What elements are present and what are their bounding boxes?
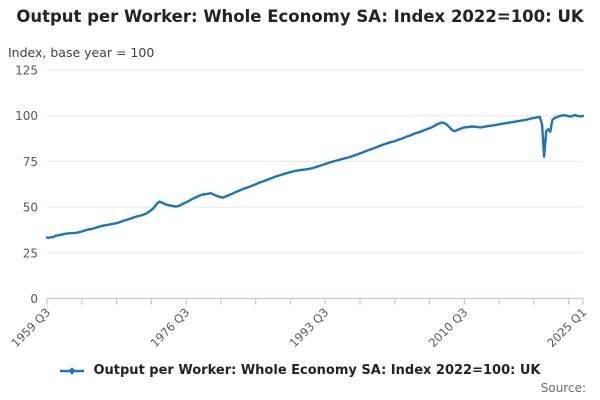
chart-plot-area: 0 25 50 75 100 125 1959 Q3 1976 Q3 1993 Q3 2010 Q…	[8, 64, 589, 350]
svg-text:1993 Q3: 1993 Q3	[287, 305, 332, 350]
x-tick-labels: 1959 Q3 1976 Q3 1993 Q3 2010 Q3 2025 Q1	[8, 305, 589, 350]
svg-text:50: 50	[23, 201, 38, 215]
series-line[interactable]	[45, 113, 585, 240]
svg-text:125: 125	[15, 64, 38, 78]
legend-series-label[interactable]: Output per Worker: Whole Economy SA: Ind…	[93, 363, 541, 378]
svg-text:25: 25	[23, 246, 38, 260]
svg-text:1959 Q3: 1959 Q3	[8, 305, 53, 350]
x-axis	[46, 297, 584, 305]
legend: Output per Worker: Whole Economy SA: Ind…	[0, 363, 600, 378]
svg-text:75: 75	[23, 155, 38, 169]
svg-text:1976 Q3: 1976 Q3	[147, 305, 192, 350]
svg-text:2010 Q3: 2010 Q3	[426, 305, 471, 350]
chart-title: Output per Worker: Whole Economy SA: Ind…	[16, 7, 584, 26]
y-gridlines	[47, 69, 583, 254]
source-note: Source:	[540, 381, 586, 395]
svg-text:2025 Q1: 2025 Q1	[544, 305, 589, 350]
legend-line-marker-icon	[60, 366, 85, 375]
svg-text:100: 100	[15, 109, 38, 123]
svg-text:0: 0	[30, 292, 38, 306]
y-tick-labels: 0 25 50 75 100 125	[15, 64, 38, 307]
chart-subtitle: Index, base year = 100	[8, 45, 155, 60]
